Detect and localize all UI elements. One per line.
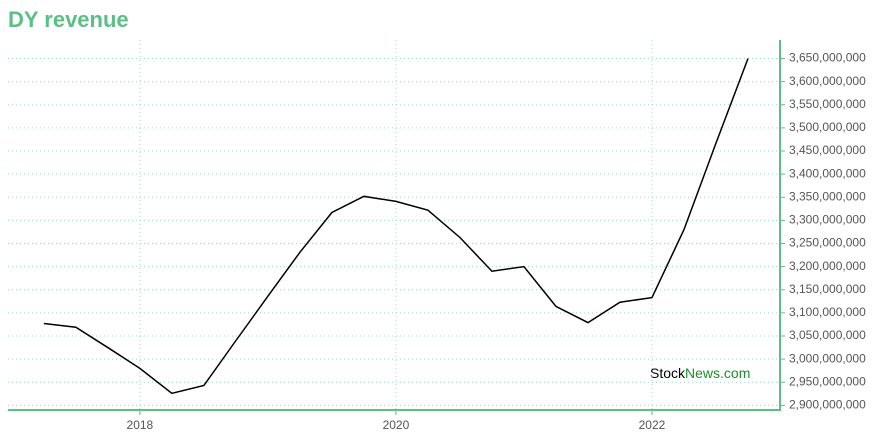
y-tick-label: 3,250,000,000 <box>789 236 866 250</box>
watermark-stock: Stock <box>650 365 686 381</box>
y-tick-label: 3,050,000,000 <box>789 328 866 342</box>
y-tick-label: 3,100,000,000 <box>789 305 866 319</box>
y-tick-label: 2,950,000,000 <box>789 374 866 388</box>
y-tick-label: 3,200,000,000 <box>789 259 866 273</box>
x-tick-label: 2022 <box>639 418 666 432</box>
y-tick-label: 3,150,000,000 <box>789 282 866 296</box>
y-tick-label: 2,900,000,000 <box>789 398 866 412</box>
x-tick-label: 2018 <box>127 418 154 432</box>
y-tick-label: 3,450,000,000 <box>789 143 866 157</box>
y-tick-label: 3,550,000,000 <box>789 97 866 111</box>
chart-title: DY revenue <box>8 7 129 32</box>
y-tick-label: 3,000,000,000 <box>789 351 866 365</box>
watermark: StockNews.com <box>650 365 750 381</box>
y-tick-label: 3,350,000,000 <box>789 189 866 203</box>
x-tick-label: 2020 <box>383 418 410 432</box>
y-tick-label: 3,600,000,000 <box>789 74 866 88</box>
y-tick-label: 3,500,000,000 <box>789 120 866 134</box>
y-tick-label: 3,650,000,000 <box>789 51 866 65</box>
y-tick-label: 3,400,000,000 <box>789 166 866 180</box>
line-series <box>43 58 749 395</box>
y-tick-label: 3,300,000,000 <box>789 213 866 227</box>
watermark-news: News.com <box>685 365 750 381</box>
